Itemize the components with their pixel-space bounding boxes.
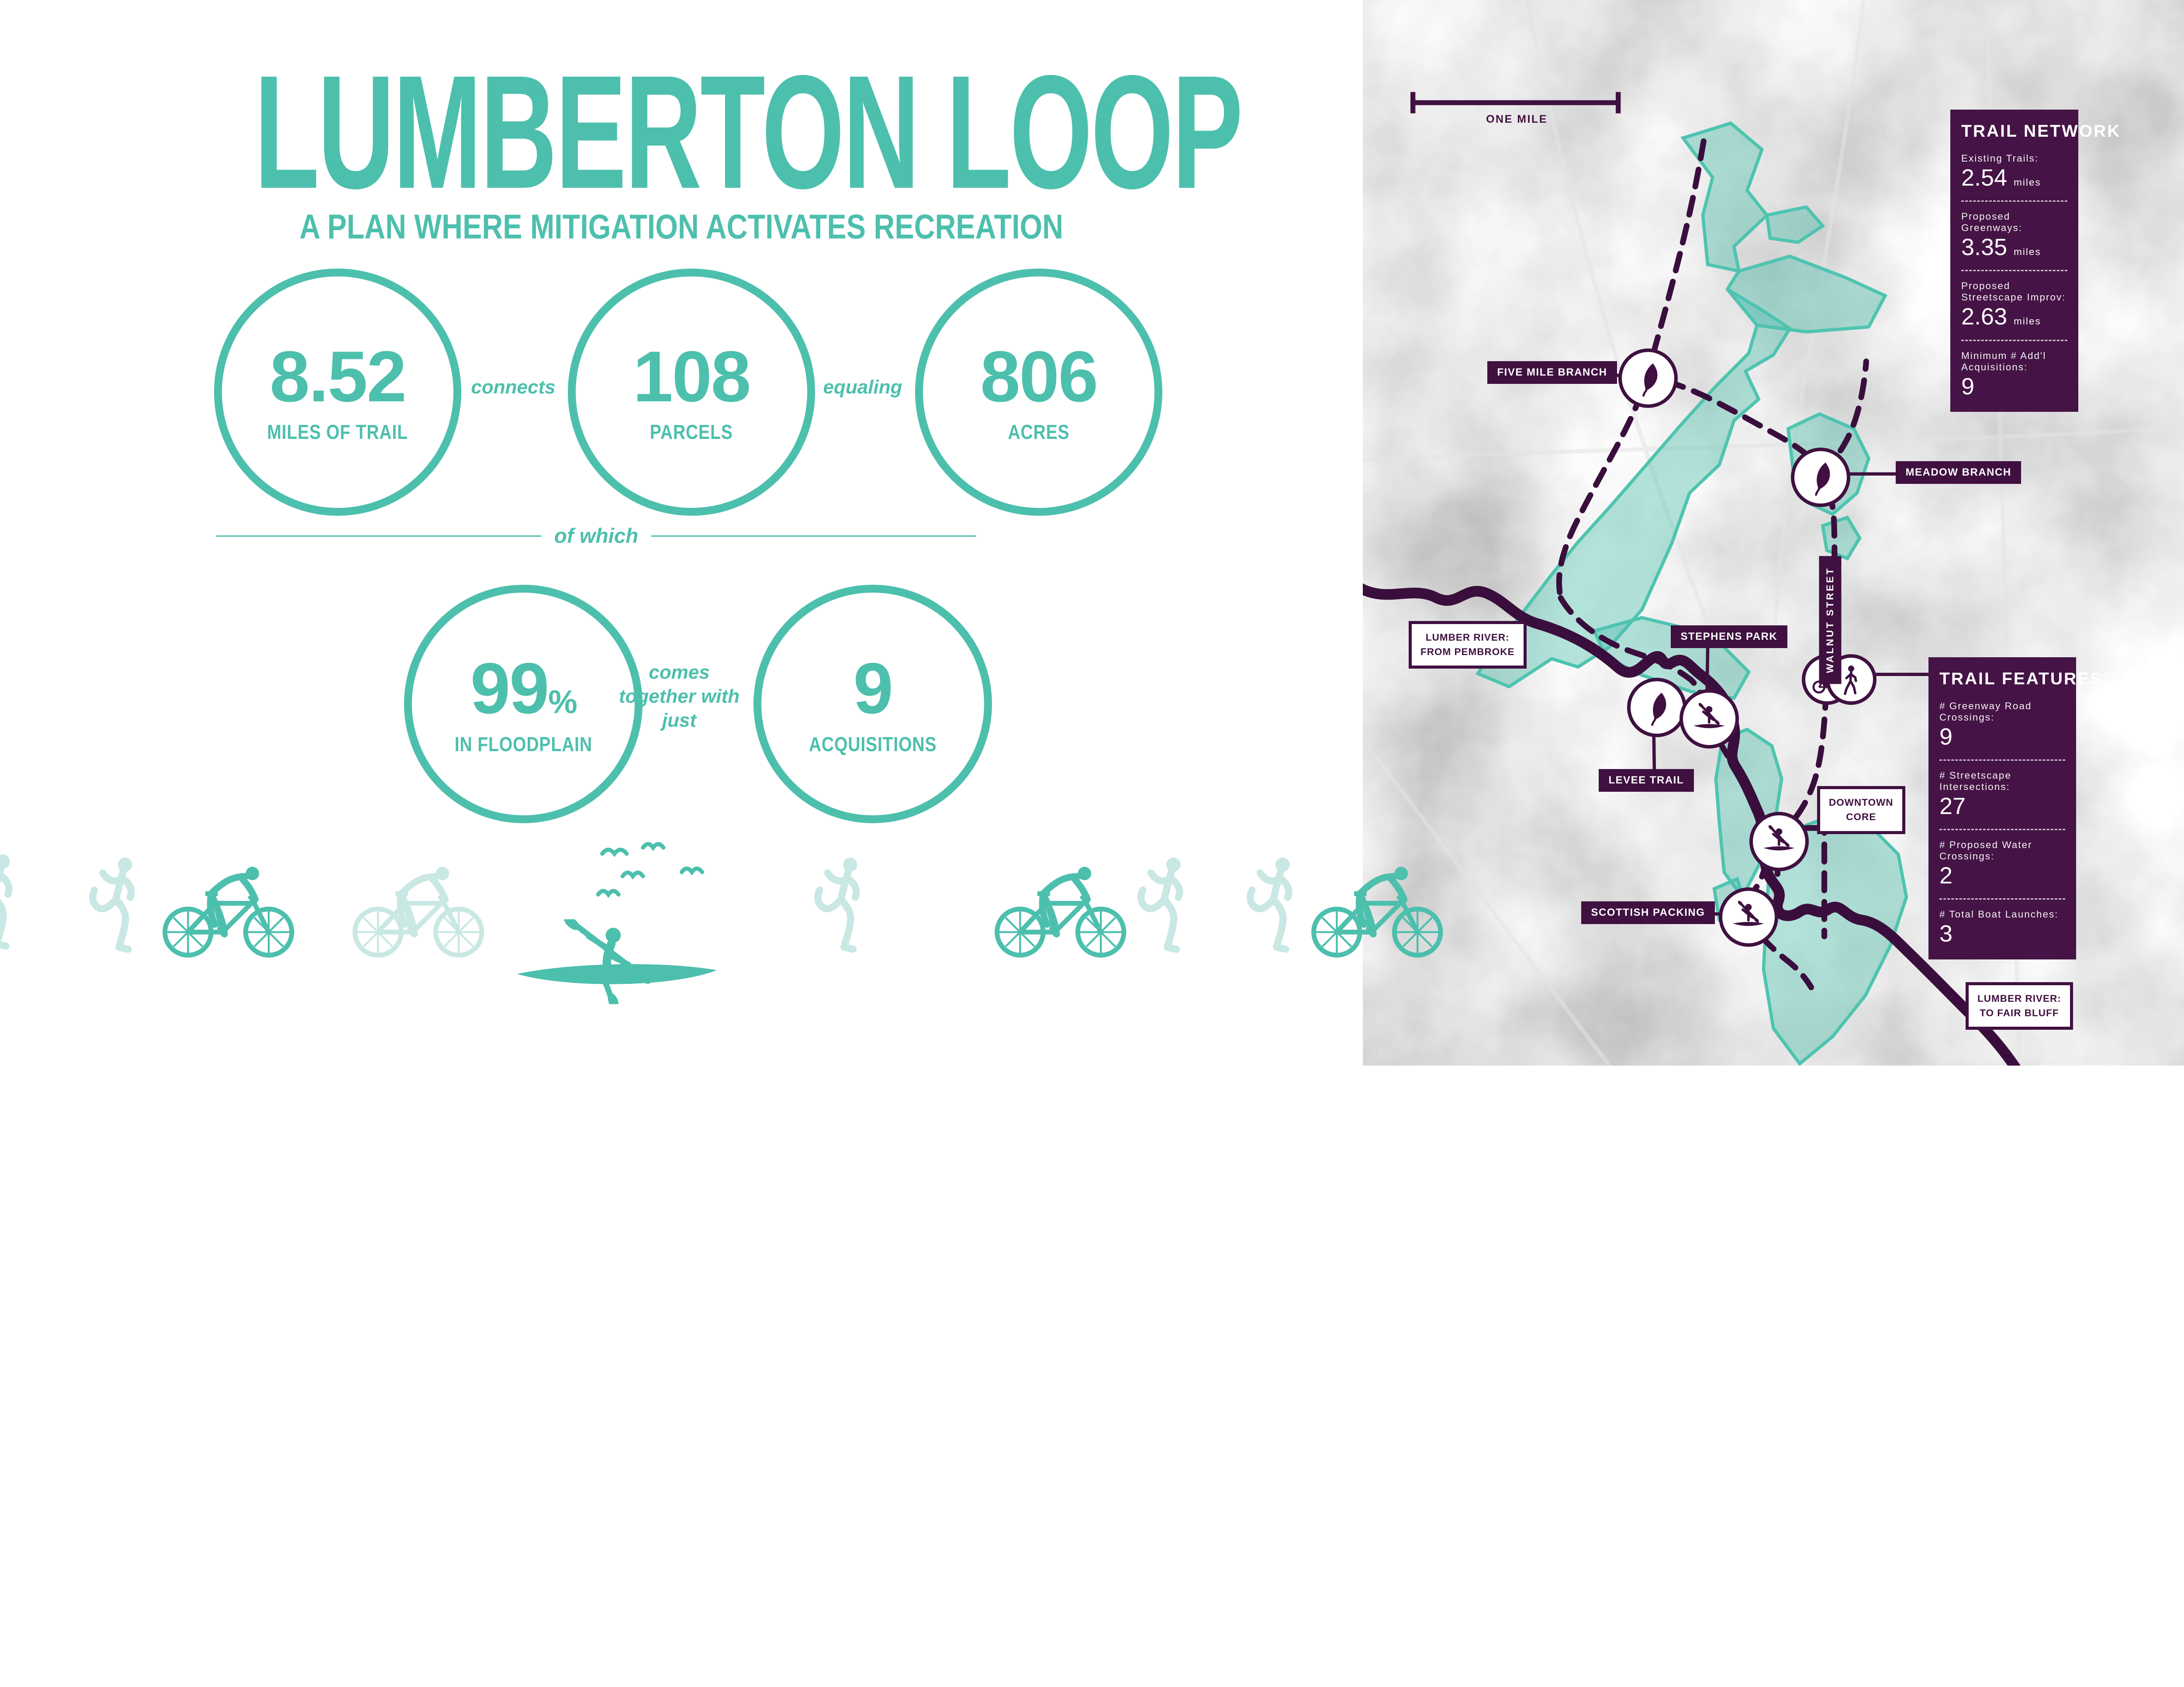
page-title: LUMBERTON LOOP [254,41,1243,222]
map-label-walnut-street: WALNUT STREET [1819,556,1842,684]
panel-row-unit: miles [2014,246,2041,258]
kayak-icon [1689,699,1730,740]
greenway-marker-levee [1627,677,1686,737]
scale-bar-label: ONE MILE [1486,113,1548,125]
panel-row-label: Minimum # Add'l Acquisitions: [1961,350,2046,373]
divider-text: of which [554,524,639,548]
boat-launch-scottish [1719,887,1778,947]
panel-row-label: Proposed Greenways: [1961,211,2023,234]
stat-value: 108 [633,336,751,417]
connector-text-connects: connects [471,376,556,398]
map-label-meadow-branch: MEADOW BRANCH [1896,461,2022,484]
divider-line [216,535,541,537]
connector-text-equaling: equaling [823,376,902,398]
panel-row-unit: miles [2014,177,2041,188]
stat-circle-miles: 8.52 MILES OF TRAIL [214,268,461,516]
lumber-river [1363,583,2021,1066]
leaf-icon [1628,358,1669,399]
kayak-icon [1728,897,1769,938]
label-line: TO FAIR BLUFF [1980,1007,2059,1018]
leaf-icon [1800,457,1841,498]
map-label-stephens-park: STEPHENS PARK [1671,625,1787,648]
stat-circle-parcels: 108 PARCELS [568,268,815,516]
connector-text-comes-together: comes together with just [619,662,740,731]
stat-value: 9 [853,648,893,729]
of-which-divider: of which [216,524,976,548]
panel-separator [1939,829,2065,831]
panel-row-value: 2.63 miles [1961,304,2041,330]
trail-network-panel: TRAIL NETWORK Existing Trails: 2.54 mile… [1950,110,2121,412]
page-subtitle: A PLAN WHERE MITIGATION ACTIVATES RECREA… [299,207,1064,246]
boat-launch-stephens [1679,689,1739,749]
stat-label: ACQUISITIONS [809,732,937,756]
greenway-marker-five-mile [1618,348,1678,408]
panel-row-value: 3 [1939,921,1953,947]
stat-label: ACRES [1008,421,1070,443]
runner-silhouette [1245,856,1306,957]
panel-row-label: Proposed Streetscape Improv: [1961,280,2066,303]
kayak-icon [1759,821,1800,862]
panel-row-value: 9 [1939,724,1953,750]
scale-bar [1410,92,1621,114]
panel-row-value: 2.54 miles [1961,165,2041,191]
panel-separator [1961,270,2067,272]
panel-separator [1939,898,2065,900]
stat-circle-acres: 806 ACRES [915,268,1162,516]
runner-silhouette [0,852,26,954]
panel-row-label: # Total Boat Launches: [1939,909,2059,920]
label-line: LUMBER RIVER: [1425,632,1510,643]
greenway-marker-meadow [1791,447,1850,507]
panel-row-label: # Streetscape Intersections: [1939,770,2011,793]
cyclist-silhouette [1306,863,1450,959]
panel-row-label: Existing Trails: [1961,153,2039,164]
label-line: FROM PEMBROKE [1420,646,1515,657]
stat-label: PARCELS [650,421,733,443]
stat-circle-floodplain: 99% IN FLOODPLAIN [404,585,643,824]
map-label-levee-trail: LEVEE TRAIL [1599,769,1694,792]
header: LUMBERTON LOOP A PLAN WHERE MITIGATION A… [0,41,1363,247]
map-label-lumber-river-to-fair-bluff: LUMBER RIVER: TO FAIR BLUFF [1966,982,2073,1030]
cyclist-silhouette [347,863,491,959]
panel-separator [1961,200,2067,202]
runner-silhouette [1136,856,1197,957]
infographic-poster: LUMBERTON LOOP A PLAN WHERE MITIGATION A… [0,0,2184,1066]
label-line: LUMBER RIVER: [1977,993,2061,1004]
label-line: DOWNTOWN [1829,797,1894,808]
map-label-lumber-river-from-pembroke: LUMBER RIVER: FROM PEMBROKE [1409,621,1527,669]
panel-row-value: 9 [1961,373,1975,400]
map-label-five-mile-branch: FIVE MILE BRANCH [1487,361,1617,384]
runner-silhouette [87,856,149,957]
panel-separator [1961,339,2067,341]
stat-value: 806 [980,336,1098,417]
cyclist-silhouette [989,863,1133,959]
birds-silhouette [594,842,716,913]
panel-separator [1939,759,2065,761]
label-line: CORE [1846,811,1876,822]
boat-launch-downtown [1749,811,1809,871]
panel-row-value: 3.35 miles [1961,234,2041,261]
stat-circle-acquisitions: 9 ACQUISITIONS [753,585,992,824]
panel-row-unit: miles [2014,316,2041,327]
cyclist-silhouette [157,863,301,959]
trail-features-panel: TRAIL FEATURES # Greenway Road Crossings… [1928,657,2103,960]
percent-sign: % [548,683,577,721]
kayaker-silhouette [513,919,721,1004]
panel-title: TRAIL NETWORK [1961,121,2121,141]
panel-title: TRAIL FEATURES [1939,669,2103,688]
panel-row-label: # Greenway Road Crossings: [1939,700,2032,723]
runner-silhouette [812,856,874,957]
stat-label: MILES OF TRAIL [267,421,408,443]
stat-value: 8.52 [270,336,407,417]
map-label-scottish-packing: SCOTTISH PACKING [1581,901,1715,924]
panel-row-value: 27 [1939,793,1966,820]
map-label-downtown-core: DOWNTOWN CORE [1817,786,1905,834]
panel-row-label: # Proposed Water Crossings: [1939,839,2032,862]
divider-line [651,535,976,537]
stat-value: 99% [470,648,577,729]
panel-row-value: 2 [1939,862,1953,889]
stat-label: IN FLOODPLAIN [454,732,592,756]
leaf-icon [1636,687,1677,728]
